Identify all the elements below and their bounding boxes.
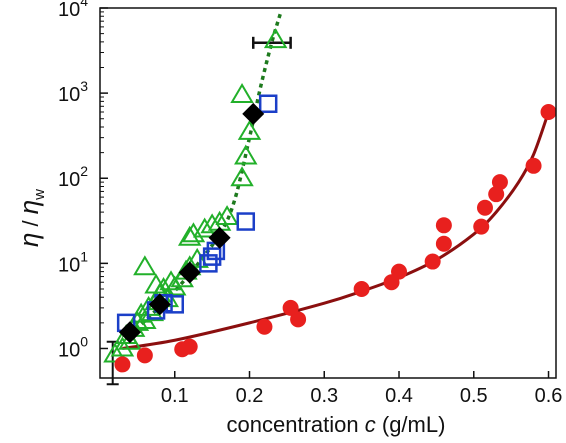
data-point-diamond <box>148 293 171 316</box>
x-tick-label: 0.2 <box>236 385 264 407</box>
x-tick-label: 0.1 <box>161 385 189 407</box>
data-point-circle <box>473 218 490 235</box>
y-tick-exponent: 3 <box>80 78 88 94</box>
y-tick-label: 103 <box>58 78 88 106</box>
data-point-circle <box>256 318 273 335</box>
data-point-circle <box>290 311 307 328</box>
data-point-square <box>258 94 278 114</box>
x-axis-label-var: c <box>365 412 376 437</box>
data-point-circle <box>435 235 452 252</box>
y-tick-label: 102 <box>58 163 88 191</box>
x-axis-ticks: 0.1 0.2 0.3 0.4 0.5 0.6 <box>161 371 563 407</box>
data-point-circle <box>540 104 557 121</box>
data-point-square <box>202 247 222 266</box>
data-point-triangle <box>234 144 258 165</box>
data-point-circle <box>353 280 370 297</box>
y-axis-label-num: η <box>14 233 44 247</box>
data-point-circle <box>181 338 198 355</box>
y-tick-exponent: 2 <box>80 163 88 179</box>
y-tick-label: 104 <box>58 0 88 21</box>
data-point-triangle <box>110 336 135 357</box>
y-axis-label-sep: / <box>18 214 43 232</box>
data-point-triangle <box>230 83 254 104</box>
data-point-circle <box>282 299 299 316</box>
fit-curves <box>122 11 550 350</box>
fit-curve-solid <box>122 111 550 350</box>
x-axis-label-suffix: (g/mL) <box>376 412 446 437</box>
data-point-triangle <box>230 166 254 187</box>
y-tick-exponent: 0 <box>80 333 88 349</box>
data-point-circle <box>435 217 452 234</box>
data-point-circle <box>391 263 408 280</box>
y-axis-label: η / ηw <box>14 189 48 247</box>
data-point-diamond <box>118 321 141 344</box>
y-tick-base: 10 <box>58 84 80 106</box>
fit-curve-dotted <box>128 11 283 337</box>
data-point-diamond <box>208 226 231 249</box>
data-point-diamond <box>178 261 201 284</box>
plot-frame <box>99 7 557 379</box>
y-tick-label: 100 <box>58 333 88 361</box>
data-point-diamond <box>242 102 265 125</box>
data-point-triangle <box>118 329 142 350</box>
data-point-triangle <box>215 205 239 226</box>
data-point-triangle <box>263 28 288 49</box>
data-points <box>103 28 557 373</box>
x-tick-label: 0.6 <box>535 385 563 407</box>
data-point-circle <box>525 157 542 174</box>
y-tick-exponent: 4 <box>80 0 88 9</box>
data-point-circle <box>424 253 441 270</box>
data-point-triangle <box>237 119 262 140</box>
data-point-triangle <box>144 273 168 294</box>
x-axis-label-prefix: concentration <box>227 412 365 437</box>
data-point-circle <box>488 186 505 203</box>
data-point-circle <box>136 347 153 364</box>
data-point-square <box>236 212 256 231</box>
data-point-triangle <box>185 247 209 268</box>
y-axis-label-den-sub: w <box>31 189 48 201</box>
y-tick-base: 10 <box>58 254 80 276</box>
x-axis-label: concentration c (g/mL) <box>227 412 446 437</box>
x-tick-label: 0.5 <box>460 385 488 407</box>
data-point-circle <box>491 174 508 191</box>
data-point-triangle <box>133 255 157 276</box>
y-axis-label-den: η <box>14 200 44 214</box>
y-tick-exponent: 1 <box>80 248 88 264</box>
y-tick-base: 10 <box>58 0 80 21</box>
data-point-triangle <box>181 222 206 243</box>
y-tick-base: 10 <box>58 339 80 361</box>
data-point-circle <box>114 356 131 373</box>
x-tick-label: 0.3 <box>310 385 338 407</box>
x-tick-label: 0.4 <box>385 385 413 407</box>
data-point-circle <box>476 199 493 216</box>
y-tick-label: 101 <box>58 248 88 276</box>
data-point-triangle <box>103 342 127 363</box>
y-tick-base: 10 <box>58 169 80 191</box>
